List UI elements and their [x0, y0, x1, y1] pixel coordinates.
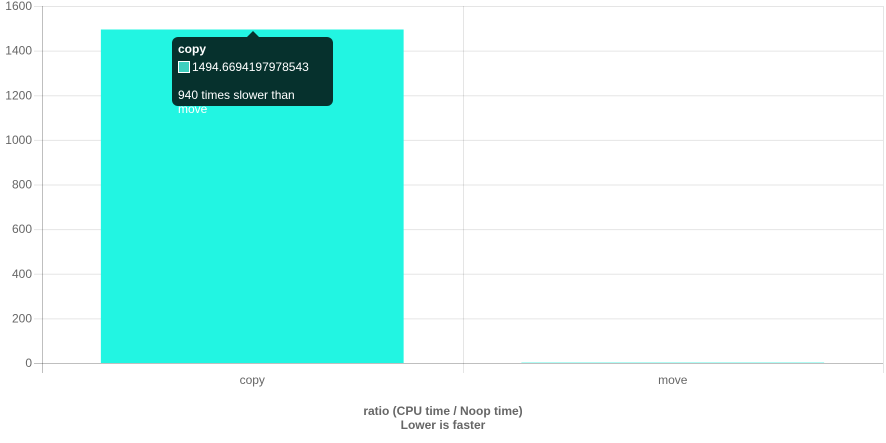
y-tick-label: 200 [12, 311, 32, 325]
tooltip-color-swatch [178, 61, 190, 73]
tooltip-title: copy [178, 42, 207, 56]
y-tick-label: 400 [12, 267, 32, 281]
y-tick-label: 0 [25, 356, 32, 370]
tooltip-footer: 940 times slower than move [178, 88, 295, 116]
tooltip-value-row: 1494.6694197978543 [178, 60, 327, 74]
x-tick-label: move [658, 373, 688, 387]
x-tick-label: copy [240, 373, 265, 387]
tooltip-value: 1494.6694197978543 [192, 60, 309, 74]
y-tick-label: 800 [12, 178, 32, 192]
y-tick-label: 1200 [5, 88, 32, 102]
y-tick-label: 1600 [5, 0, 32, 13]
y-tick-label: 1400 [5, 44, 32, 58]
x-axis-title: ratio (CPU time / Noop time) [363, 404, 522, 418]
y-tick-label: 1000 [5, 133, 32, 147]
tooltip-caret [247, 31, 259, 37]
bar-tooltip: copy 1494.6694197978543 940 times slower… [172, 31, 333, 116]
x-axis-subtitle: Lower is faster [401, 418, 486, 432]
axes: 0 200 400 600 800 1000 1200 1400 1600 copy move [5, 0, 687, 387]
y-tick-label: 600 [12, 222, 32, 236]
